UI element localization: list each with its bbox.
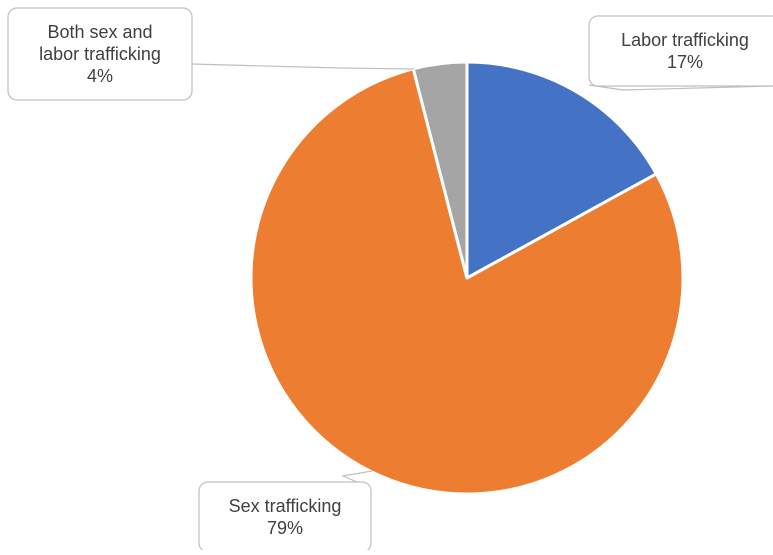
data-label-value: 79%	[267, 518, 303, 538]
callout-box	[198, 481, 372, 553]
callout-sex-trafficking: Sex trafficking 79%	[198, 481, 372, 553]
leader-line-sex-trafficking	[340, 470, 373, 483]
data-label-value: 4%	[87, 66, 113, 86]
data-label-value: 17%	[667, 52, 703, 72]
callout-box	[7, 7, 193, 101]
pie-slice-labor-trafficking	[465, 60, 658, 280]
pie-slice-sex-trafficking	[249, 67, 685, 496]
slices-group	[249, 60, 685, 496]
callout-text: Labor trafficking 17%	[621, 30, 749, 72]
callout-text: Sex trafficking 79%	[229, 496, 342, 538]
callout-labor-trafficking: Labor trafficking 17%	[588, 15, 773, 87]
callout-box	[588, 15, 773, 87]
data-label-category: Labor trafficking	[621, 30, 749, 50]
data-label-category: labor trafficking	[39, 44, 161, 64]
leader-lines-group	[191, 63, 773, 483]
callout-text: Both sex and labor trafficking 4%	[39, 22, 161, 86]
data-label-category: Both sex and	[47, 22, 152, 42]
data-label-category: Sex trafficking	[229, 496, 342, 516]
leader-line-both-sex-and-labor-trafficking	[191, 63, 415, 70]
leader-line-labor-trafficking	[588, 84, 773, 91]
callouts-group: Labor trafficking 17% Sex trafficking 79% Bo…	[7, 7, 773, 553]
callout-both-sex-and-labor-trafficking: Both sex and labor trafficking 4%	[7, 7, 193, 101]
